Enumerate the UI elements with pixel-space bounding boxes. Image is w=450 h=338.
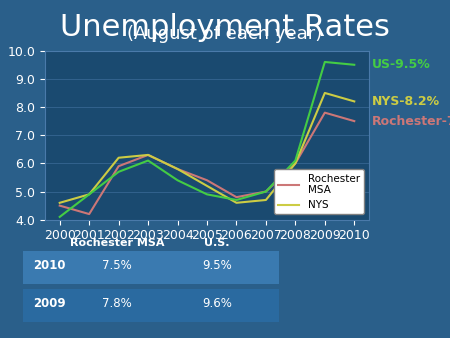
Text: (August of each year): (August of each year) (127, 25, 323, 43)
FancyBboxPatch shape (22, 289, 279, 322)
Text: NYS-8.2%: NYS-8.2% (372, 95, 440, 108)
Text: Unemployment Rates: Unemployment Rates (60, 13, 390, 42)
Text: 9.5%: 9.5% (202, 259, 232, 272)
Text: 2010: 2010 (33, 259, 66, 272)
Text: 7.8%: 7.8% (102, 297, 132, 310)
Text: 9.6%: 9.6% (202, 297, 232, 310)
Legend: Rochester
MSA, NYS: Rochester MSA, NYS (274, 169, 364, 215)
FancyBboxPatch shape (22, 251, 279, 284)
Text: US-9.5%: US-9.5% (372, 58, 431, 71)
Text: 7.5%: 7.5% (102, 259, 132, 272)
Text: U.S.: U.S. (204, 239, 230, 248)
Text: Rochester MSA: Rochester MSA (70, 239, 164, 248)
Text: 2009: 2009 (33, 297, 66, 310)
Text: Rochester-7.5%: Rochester-7.5% (372, 115, 450, 128)
